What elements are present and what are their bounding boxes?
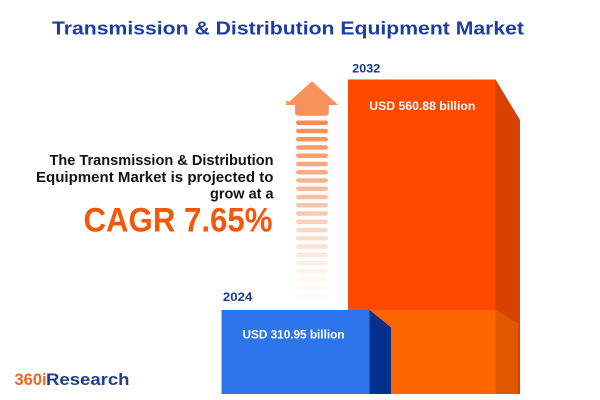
svg-text:Equipment Market is projected: Equipment Market is projected to xyxy=(36,170,274,186)
svg-text:360i: 360i xyxy=(15,371,47,389)
svg-text:CAGR 7.65%: CAGR 7.65% xyxy=(84,202,273,240)
svg-text:2024: 2024 xyxy=(223,290,253,304)
svg-text:USD 560.88 billion: USD 560.88 billion xyxy=(369,99,475,113)
svg-text:Research: Research xyxy=(46,371,130,389)
svg-text:The Transmission & Distributio: The Transmission & Distribution xyxy=(50,153,274,169)
svg-text:grow at a: grow at a xyxy=(210,187,274,203)
svg-text:2032: 2032 xyxy=(352,61,380,75)
svg-text:Transmission & Distribution Eq: Transmission & Distribution Equipment Ma… xyxy=(52,19,524,39)
svg-text:USD 310.95 billion: USD 310.95 billion xyxy=(243,328,345,342)
